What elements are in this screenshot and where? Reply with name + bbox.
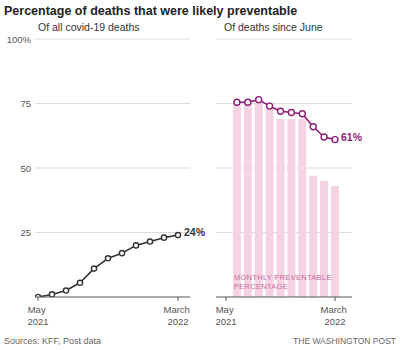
x-tick-label-line: 2021 [215, 316, 236, 327]
marker [278, 108, 284, 114]
marker [175, 232, 180, 237]
marker [288, 110, 294, 116]
x-tick-label: March 2022 [163, 304, 192, 327]
marker [147, 239, 152, 244]
bar [266, 109, 274, 297]
x-tick-label: March 2022 [320, 304, 349, 327]
marker [91, 266, 96, 271]
series-name: MONTHLY PREVENTABLE PERCENTAGE [234, 273, 334, 291]
y-tick-label: 25 [20, 227, 31, 238]
marker [310, 124, 316, 130]
chart-1: Of deaths since June May 2021 March 2022 MO… [215, 21, 362, 327]
x-tick [226, 297, 227, 301]
source: Sources: KFF, Post data [4, 336, 101, 346]
page: {"title": "Percentage of deaths that wer… [0, 0, 400, 350]
x-tick-label-line: May [216, 304, 237, 315]
marker [245, 99, 251, 105]
line [237, 100, 335, 140]
marker [321, 134, 327, 140]
plot-area [35, 232, 180, 297]
x-tick [178, 297, 179, 301]
x-tick-label-line: 2021 [27, 316, 48, 327]
series-name-line: MONTHLY PREVENTABLE [234, 273, 334, 282]
baseline [35, 297, 190, 298]
x-tick-label: May 2021 [215, 304, 236, 327]
bar [244, 104, 252, 298]
baseline [216, 297, 352, 298]
marker [49, 292, 54, 297]
chart-title: Of deaths since June [224, 21, 323, 33]
value-label: 61% [341, 131, 363, 143]
value-label: 24% [184, 226, 206, 238]
grid-line [35, 232, 190, 233]
x-tick-label-line: May [28, 304, 49, 315]
chart-title: Of all covid-19 deaths [38, 21, 140, 33]
grid-line [35, 103, 190, 104]
chart-svg: Percentage of deaths that were likely pr… [0, 0, 400, 350]
marker [161, 235, 166, 240]
marker [332, 137, 338, 143]
bar [255, 104, 263, 298]
bar [298, 119, 306, 297]
marker [119, 251, 124, 256]
page-title: Percentage of deaths that were likely pr… [4, 4, 297, 18]
x-tick-label-line: March [163, 304, 192, 315]
marker [267, 103, 273, 109]
x-tick-label: May 2021 [27, 304, 48, 327]
line [38, 235, 178, 297]
grid-line [35, 168, 190, 169]
x-tick [335, 297, 336, 301]
grid-line [216, 39, 352, 40]
x-tick [38, 297, 39, 301]
x-tick-label-line: 2022 [167, 316, 188, 327]
grid-line [35, 39, 190, 40]
y-tick-label: 50 [20, 163, 31, 174]
bar [277, 119, 285, 297]
marker [256, 97, 262, 103]
plot-area [233, 97, 339, 297]
bar [287, 119, 295, 297]
y-tick-label: 100% [7, 34, 32, 45]
chart-0: Of all covid-19 deaths 25 50 75 100% May 2021… [7, 21, 206, 327]
x-tick-label-line: 2022 [324, 316, 345, 327]
marker [234, 99, 240, 105]
marker [133, 243, 138, 248]
y-tick-label: 75 [20, 98, 31, 109]
marker [299, 111, 305, 117]
marker [105, 256, 110, 261]
marker [63, 288, 68, 293]
x-tick-label-line: March [320, 304, 349, 315]
bar [233, 101, 241, 297]
series-name-line: PERCENTAGE [234, 282, 288, 291]
credit: THE WASHINGTON POST [293, 336, 396, 346]
marker [77, 280, 82, 285]
